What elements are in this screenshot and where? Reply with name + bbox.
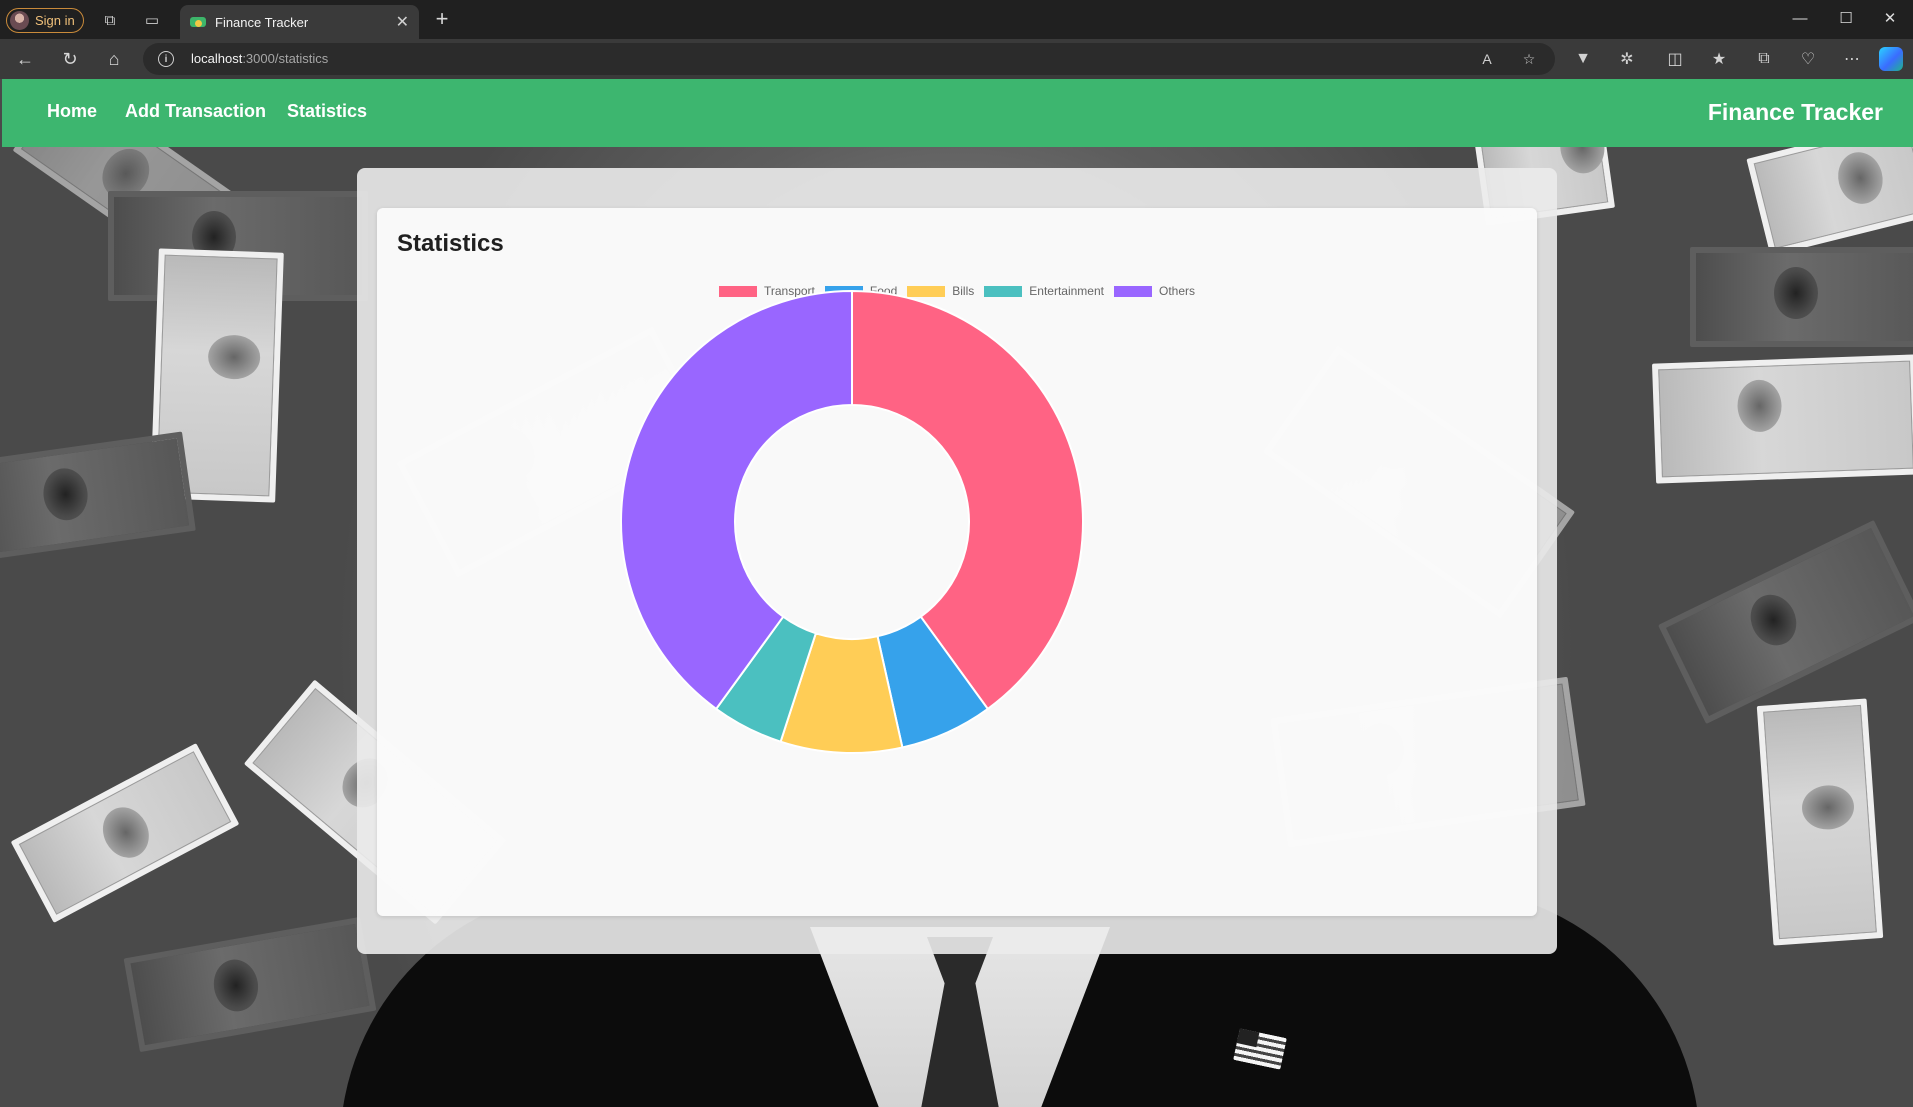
maximize-icon[interactable]: ☐ bbox=[1832, 6, 1860, 30]
collections-icon[interactable]: ⧉ bbox=[1753, 48, 1775, 70]
more-options-icon[interactable]: ⋯ bbox=[1841, 48, 1863, 70]
nav-add-transaction-link[interactable]: Add Transaction bbox=[125, 101, 266, 122]
avatar bbox=[10, 11, 29, 30]
dollar-bill bbox=[1690, 247, 1913, 347]
app-navbar: Home Add Transaction Statistics Finance … bbox=[2, 79, 1913, 147]
dollar-bill bbox=[1652, 354, 1913, 483]
dollar-bill bbox=[1658, 520, 1913, 724]
profile-button[interactable]: Sign in bbox=[6, 8, 84, 33]
favorite-star-icon[interactable]: ☆ bbox=[1519, 49, 1539, 69]
workspaces-icon[interactable]: ⧉ bbox=[100, 10, 120, 30]
read-aloud-icon[interactable]: A bbox=[1477, 49, 1497, 69]
statistics-container: Statistics Transport Food Bills Entertainme… bbox=[357, 168, 1557, 954]
url-path: :3000/statistics bbox=[242, 51, 328, 66]
dollar-bill bbox=[0, 431, 196, 562]
address-bar[interactable]: i localhost:3000/statistics A ☆ bbox=[143, 43, 1555, 75]
minimize-icon[interactable]: — bbox=[1786, 6, 1814, 30]
dollar-bill bbox=[1746, 147, 1913, 256]
profile-label: Sign in bbox=[35, 13, 75, 28]
site-info-icon[interactable]: i bbox=[158, 51, 174, 67]
finance-tracker-favicon-icon bbox=[190, 14, 206, 30]
dollar-bill bbox=[1757, 698, 1883, 945]
page-viewport: Home Add Transaction Statistics Finance … bbox=[0, 79, 1913, 1107]
favorites-icon[interactable]: ★ bbox=[1708, 48, 1730, 70]
tab-finance-tracker[interactable]: Finance Tracker ✕ bbox=[180, 5, 419, 39]
refresh-icon[interactable]: ↻ bbox=[59, 48, 81, 70]
dollar-bill bbox=[11, 743, 240, 923]
brand-title: Finance Tracker bbox=[1708, 99, 1883, 126]
tab-title: Finance Tracker bbox=[215, 15, 387, 30]
extension-v-icon[interactable]: ▼ bbox=[1572, 48, 1594, 70]
browser-essentials-icon[interactable]: ♡ bbox=[1797, 48, 1819, 70]
vertical-tabs-icon[interactable]: ▭ bbox=[142, 10, 162, 30]
nav-statistics-link[interactable]: Statistics bbox=[287, 101, 367, 122]
close-window-icon[interactable]: ✕ bbox=[1876, 6, 1904, 30]
statistics-card: Statistics Transport Food Bills Entertainme… bbox=[377, 208, 1537, 916]
dollar-bill bbox=[124, 917, 377, 1052]
browser-tab-strip: Sign in ⧉ ▭ Finance Tracker ✕ + — ☐ ✕ bbox=[0, 0, 1913, 39]
close-tab-icon[interactable]: ✕ bbox=[396, 12, 409, 32]
browser-toolbar: ← ↻ ⌂ i localhost:3000/statistics A ☆ ▼ … bbox=[0, 39, 1913, 79]
nav-home-link[interactable]: Home bbox=[47, 101, 97, 122]
new-tab-icon[interactable]: + bbox=[431, 7, 453, 31]
url-host: localhost bbox=[191, 51, 242, 66]
back-icon[interactable]: ← bbox=[14, 48, 36, 70]
url-text[interactable]: localhost:3000/statistics bbox=[191, 51, 328, 66]
copilot-icon[interactable] bbox=[1879, 47, 1903, 71]
doughnut-chart bbox=[377, 208, 1537, 916]
home-icon[interactable]: ⌂ bbox=[103, 48, 125, 70]
split-screen-icon[interactable]: ◫ bbox=[1664, 48, 1686, 70]
extensions-icon[interactable]: ✲ bbox=[1616, 48, 1638, 70]
